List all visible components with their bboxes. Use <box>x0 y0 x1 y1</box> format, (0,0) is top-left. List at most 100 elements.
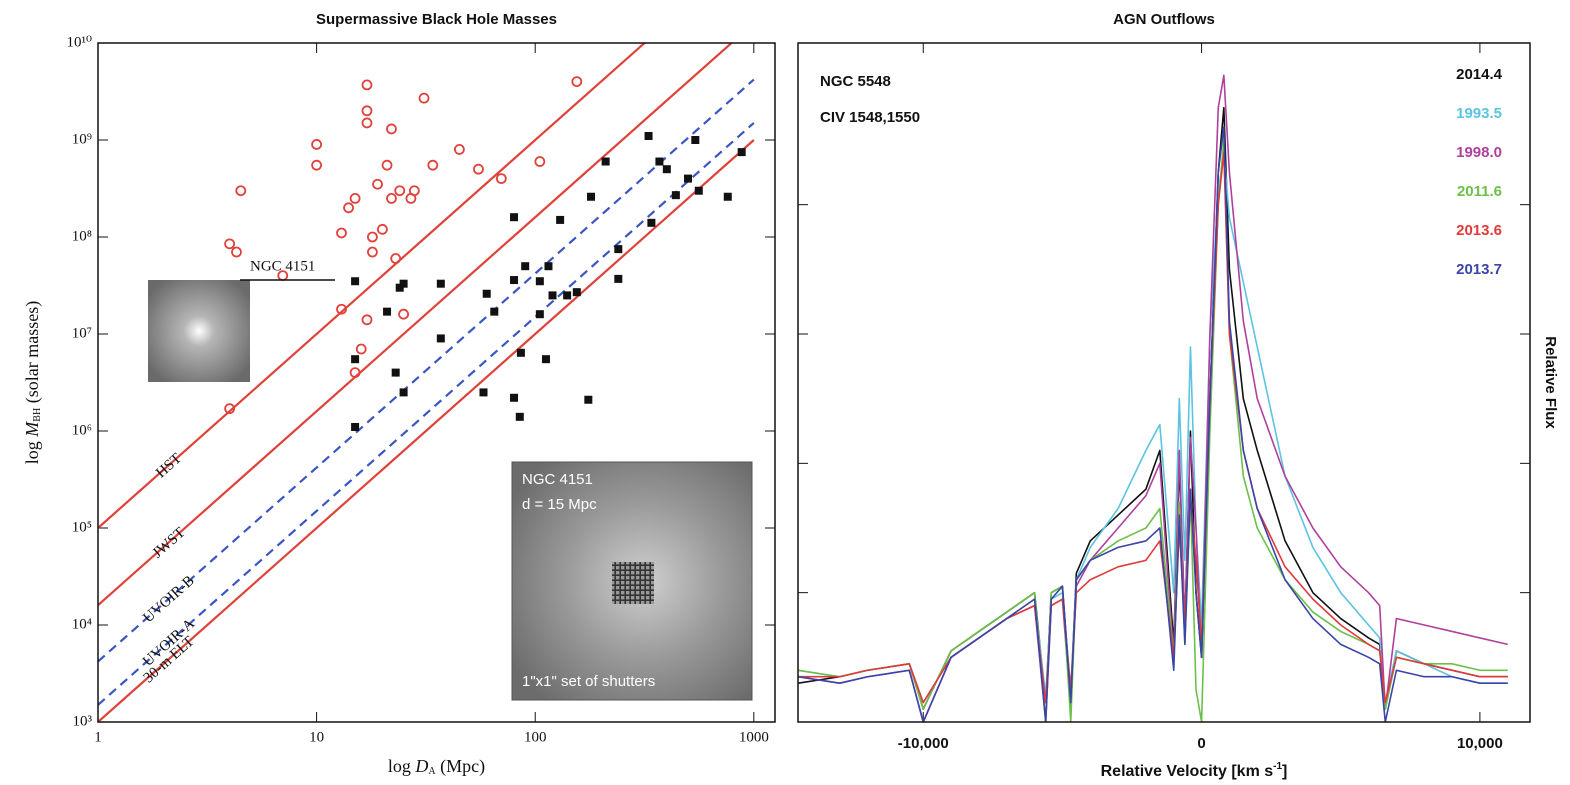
data-point <box>521 262 530 271</box>
x-tick-label: 10,000 <box>1457 735 1503 752</box>
data-point <box>231 246 242 258</box>
spectrum-line <box>798 126 1508 722</box>
x-axis-label-part: A <box>428 766 436 777</box>
legend-entry: 2013.7 <box>1456 261 1502 278</box>
x-tick-label: 1 <box>94 729 102 745</box>
y-axis-label: log MBH (solar masses) <box>22 301 43 464</box>
data-point <box>436 334 445 343</box>
x-axis-label-part: Relative Velocity [km s <box>1101 763 1274 780</box>
inset-title: NGC 4151 <box>522 471 593 488</box>
y-axis-label-part: (solar masses) <box>22 301 43 408</box>
y-tick-label: 10⁶ <box>72 422 92 438</box>
x-axis-label-part: (Mpc) <box>436 756 485 777</box>
data-point <box>361 117 373 129</box>
data-point <box>361 314 373 326</box>
data-point <box>515 412 524 421</box>
annotation: NGC 4151 <box>250 258 315 274</box>
data-point <box>408 185 420 197</box>
spectrum-line <box>798 74 1508 722</box>
data-point <box>684 174 693 183</box>
data-point <box>482 289 491 298</box>
data-point <box>563 291 572 300</box>
data-point <box>398 308 409 320</box>
x-axis-label-part: log <box>388 756 416 776</box>
data-point <box>311 139 323 150</box>
limit-line <box>98 78 755 663</box>
data-point <box>361 79 373 91</box>
data-point <box>644 131 653 140</box>
data-point <box>655 157 664 166</box>
data-point <box>534 156 546 167</box>
x-axis-label: Relative Velocity [km s-1] <box>1101 761 1288 781</box>
data-point <box>235 185 247 197</box>
y-tick-label: 10⁵ <box>72 519 92 535</box>
data-point <box>427 159 439 171</box>
data-point <box>535 310 544 319</box>
data-point <box>436 279 445 288</box>
plot-frame <box>97 42 776 723</box>
data-point <box>351 422 360 431</box>
legend-entry: 2011.6 <box>1457 183 1502 200</box>
y-tick-label: 10⁷ <box>72 325 92 341</box>
plot-area <box>98 43 755 722</box>
x-tick-label: 1000 <box>739 729 769 745</box>
data-point <box>351 355 360 364</box>
y-tick-label: 10³ <box>73 713 93 729</box>
data-point <box>541 355 550 364</box>
shutter-grid <box>612 562 654 604</box>
chart-title: Supermassive Black Hole Masses <box>316 11 557 28</box>
limit-line <box>98 139 755 722</box>
y-tick-label: 10¹⁰ <box>66 34 92 50</box>
legend-entry: 1998.0 <box>1456 144 1502 161</box>
y-tick-label: 10⁹ <box>72 131 92 147</box>
data-point <box>548 291 557 300</box>
data-point <box>394 185 406 197</box>
x-tick-label: 100 <box>524 729 547 745</box>
data-point <box>349 367 361 379</box>
x-axis-label-part: ] <box>1282 763 1287 780</box>
y-tick-label: 10⁸ <box>72 228 92 244</box>
data-point <box>479 388 488 397</box>
data-point <box>399 388 408 397</box>
data-point <box>584 395 593 404</box>
data-point <box>495 173 507 185</box>
data-point <box>367 231 378 243</box>
data-point <box>454 144 465 155</box>
inset-caption: 1"x1" set of shutters <box>522 673 655 690</box>
data-point <box>614 274 623 283</box>
data-point <box>510 276 519 285</box>
data-point <box>510 393 519 402</box>
data-point <box>691 136 700 144</box>
data-point <box>336 303 347 315</box>
data-point <box>383 307 392 316</box>
data-point <box>399 279 408 288</box>
data-point <box>587 192 596 201</box>
data-point <box>647 218 656 227</box>
data-point <box>737 148 746 157</box>
legend-entry: 1993.5 <box>1456 105 1502 122</box>
limit-line-label: JWST <box>150 525 189 562</box>
data-point <box>490 307 499 316</box>
data-point <box>336 227 347 239</box>
data-point <box>671 191 680 200</box>
x-tick-label: -10,000 <box>898 735 949 752</box>
data-point <box>377 223 388 235</box>
data-point <box>381 159 393 171</box>
x-axis-label-part: -1 <box>1273 761 1282 772</box>
data-point <box>395 283 404 292</box>
limit-line <box>98 43 647 529</box>
y-tick-label: 10⁴ <box>72 616 92 632</box>
spectrum-line <box>798 139 1508 722</box>
data-point <box>386 123 397 135</box>
data-point <box>391 368 400 377</box>
x-axis-label: log DA (Mpc) <box>388 756 485 777</box>
data-point <box>361 105 373 117</box>
inset-subtitle: d = 15 Mpc <box>522 496 597 513</box>
data-point <box>601 157 610 166</box>
limit-line <box>98 122 755 706</box>
data-point <box>367 246 378 258</box>
y-axis-label-part: M <box>22 421 42 438</box>
legend-entry: 2013.6 <box>1456 222 1502 239</box>
data-point <box>556 215 565 224</box>
legend-entry: 2014.4 <box>1456 66 1503 83</box>
